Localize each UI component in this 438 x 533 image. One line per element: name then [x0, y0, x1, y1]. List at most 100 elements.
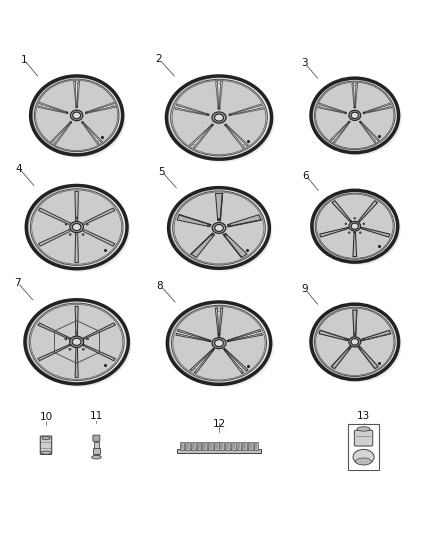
Text: 11: 11: [90, 410, 103, 421]
Polygon shape: [319, 103, 346, 113]
Ellipse shape: [170, 305, 274, 387]
Ellipse shape: [353, 449, 374, 465]
Polygon shape: [361, 228, 390, 237]
Bar: [177, 449, 261, 453]
Bar: [220, 443, 223, 449]
Ellipse shape: [66, 112, 68, 114]
Ellipse shape: [27, 302, 130, 386]
Bar: [208, 442, 213, 450]
Ellipse shape: [174, 192, 264, 264]
Ellipse shape: [345, 223, 346, 224]
Text: 12: 12: [212, 419, 226, 430]
Polygon shape: [31, 76, 70, 155]
Ellipse shape: [316, 308, 394, 375]
Bar: [237, 442, 241, 450]
Ellipse shape: [215, 340, 223, 346]
Polygon shape: [177, 215, 211, 227]
Ellipse shape: [229, 340, 231, 341]
Polygon shape: [353, 232, 357, 256]
Ellipse shape: [351, 112, 358, 118]
Polygon shape: [82, 122, 102, 142]
Ellipse shape: [207, 340, 209, 341]
Polygon shape: [25, 300, 69, 383]
Polygon shape: [223, 233, 247, 257]
Polygon shape: [219, 308, 223, 336]
Ellipse shape: [314, 192, 399, 264]
Ellipse shape: [72, 223, 81, 231]
Ellipse shape: [218, 219, 220, 220]
Ellipse shape: [34, 79, 126, 158]
Ellipse shape: [314, 81, 402, 156]
Polygon shape: [75, 234, 78, 263]
Polygon shape: [75, 306, 78, 336]
Ellipse shape: [72, 338, 81, 345]
Bar: [242, 442, 247, 450]
Bar: [191, 442, 196, 450]
Polygon shape: [51, 122, 71, 142]
Polygon shape: [224, 348, 248, 371]
Text: 1: 1: [21, 55, 27, 65]
Ellipse shape: [29, 189, 130, 272]
Polygon shape: [81, 122, 99, 144]
Bar: [197, 442, 201, 450]
Ellipse shape: [354, 217, 356, 219]
Polygon shape: [177, 329, 211, 341]
Polygon shape: [178, 106, 206, 115]
Polygon shape: [231, 333, 257, 340]
Ellipse shape: [169, 304, 272, 386]
Ellipse shape: [76, 106, 78, 108]
Polygon shape: [76, 230, 77, 237]
Ellipse shape: [31, 304, 123, 379]
Polygon shape: [353, 310, 357, 336]
Text: 13: 13: [357, 410, 370, 421]
Ellipse shape: [69, 233, 71, 235]
Polygon shape: [332, 346, 351, 369]
Ellipse shape: [215, 224, 223, 231]
Polygon shape: [38, 106, 68, 114]
Polygon shape: [83, 208, 115, 224]
Ellipse shape: [225, 235, 226, 236]
Ellipse shape: [69, 349, 71, 350]
Ellipse shape: [349, 110, 361, 120]
Text: 8: 8: [156, 280, 163, 290]
Text: 6: 6: [302, 171, 309, 181]
Ellipse shape: [348, 348, 350, 349]
Ellipse shape: [313, 80, 400, 155]
Ellipse shape: [70, 336, 84, 348]
Polygon shape: [363, 103, 390, 113]
Polygon shape: [226, 351, 244, 369]
Polygon shape: [54, 124, 70, 142]
Polygon shape: [75, 348, 78, 377]
Bar: [180, 442, 184, 450]
Polygon shape: [167, 303, 211, 384]
Ellipse shape: [225, 124, 227, 126]
Polygon shape: [229, 104, 262, 115]
Ellipse shape: [86, 223, 88, 225]
Ellipse shape: [354, 107, 356, 108]
Ellipse shape: [225, 350, 227, 351]
Ellipse shape: [316, 82, 394, 149]
Ellipse shape: [349, 221, 360, 231]
Ellipse shape: [172, 191, 272, 271]
Ellipse shape: [76, 217, 78, 219]
Text: 10: 10: [39, 412, 53, 422]
Ellipse shape: [348, 232, 350, 233]
Polygon shape: [226, 124, 248, 146]
Ellipse shape: [173, 306, 265, 380]
Ellipse shape: [345, 112, 346, 114]
Polygon shape: [176, 334, 211, 342]
Polygon shape: [361, 330, 391, 341]
Ellipse shape: [169, 188, 269, 268]
Ellipse shape: [212, 112, 226, 123]
Polygon shape: [38, 323, 71, 340]
Bar: [225, 442, 230, 450]
Ellipse shape: [35, 80, 118, 150]
Bar: [243, 443, 246, 449]
Polygon shape: [318, 107, 346, 114]
Polygon shape: [39, 102, 68, 112]
Ellipse shape: [73, 112, 81, 119]
Polygon shape: [83, 124, 99, 142]
Bar: [226, 443, 229, 449]
Polygon shape: [360, 121, 379, 141]
Polygon shape: [311, 79, 348, 152]
